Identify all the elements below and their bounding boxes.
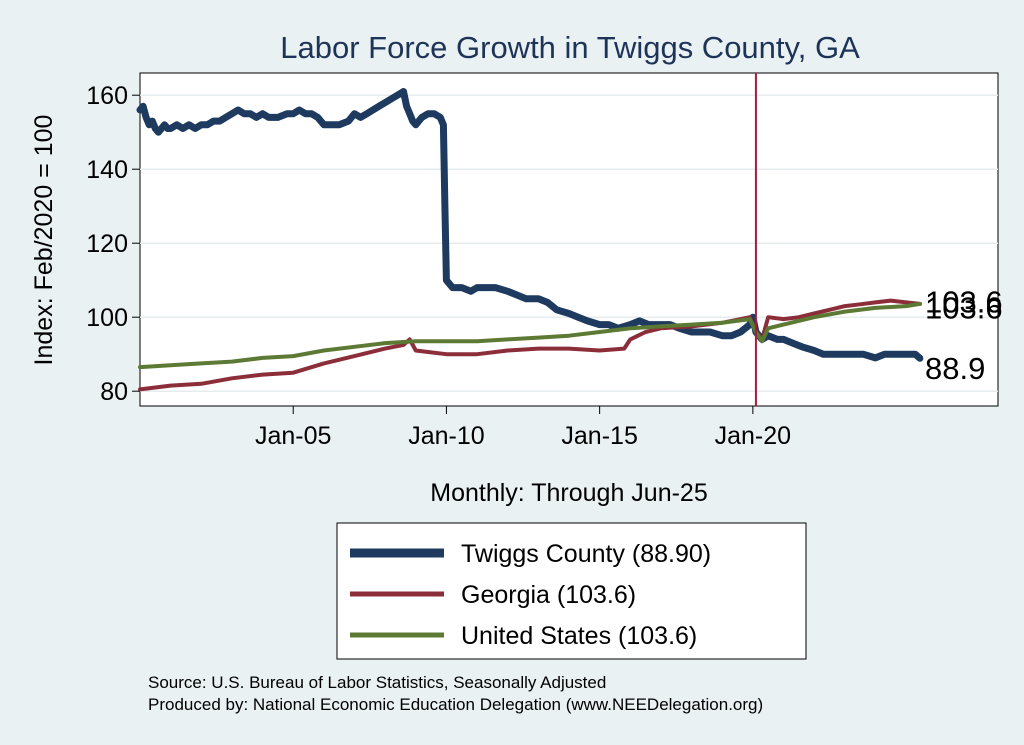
- producer-note: Produced by: National Economic Education…: [148, 695, 763, 714]
- chart-title: Labor Force Growth in Twiggs County, GA: [280, 30, 860, 65]
- x-tick-label: Jan-20: [715, 422, 791, 450]
- y-tick-label: 120: [86, 230, 128, 258]
- y-tick-label: 140: [86, 156, 128, 184]
- legend-label: United States (103.6): [461, 622, 697, 650]
- end-value-label: 88.9: [925, 351, 985, 386]
- series-lines: [136, 88, 924, 392]
- georgia-series-line: [138, 298, 922, 392]
- end-value-label: 103.6: [925, 285, 1003, 320]
- end-value-label: 103.6: [925, 291, 1003, 326]
- legend: Twiggs County (88.90) Georgia (103.6) Unit…: [336, 522, 807, 660]
- legend-label: Georgia (103.6): [461, 581, 636, 609]
- y-tick-label: 160: [86, 82, 128, 110]
- x-tick-label: Jan-10: [408, 422, 484, 450]
- x-tick-label: Jan-05: [255, 422, 331, 450]
- x-tick-label: Jan-15: [561, 422, 637, 450]
- legend-label: Twiggs County (88.90): [461, 540, 711, 568]
- x-axis-ticks: Jan-05 Jan-10 Jan-15 Jan-20: [255, 406, 791, 450]
- y-tick-label: 80: [100, 378, 128, 406]
- x-axis-title: Monthly: Through Jun-25: [430, 479, 707, 507]
- y-tick-label: 100: [86, 304, 128, 332]
- source-note: Source: U.S. Bureau of Labor Statistics,…: [148, 673, 606, 692]
- united-states-series-line: [138, 301, 922, 370]
- y-axis-title: Index: Feb/2020 = 100: [30, 115, 58, 366]
- y-axis-ticks: 80 100 120 140 160: [86, 82, 140, 406]
